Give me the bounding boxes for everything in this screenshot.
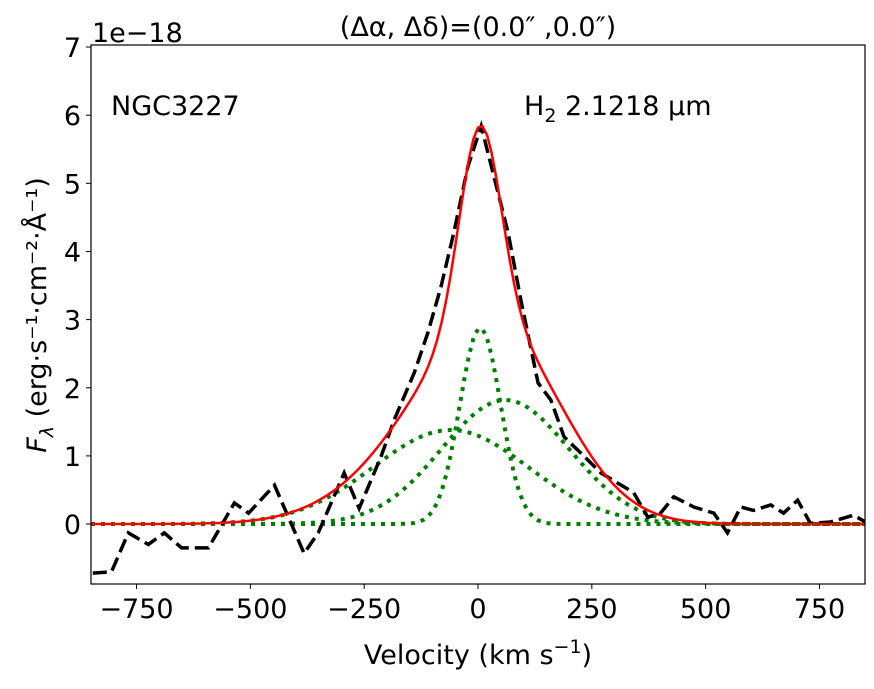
line-label-sub: 2 [544, 105, 556, 127]
y-tick-label: 7 [64, 33, 81, 64]
y-axis-label: Fλ (erg·s⁻¹·cm⁻²·Å⁻¹) [21, 177, 58, 452]
x-axis-label-sup: −1 [554, 636, 582, 658]
x-axis-label-end: ) [582, 640, 593, 671]
x-axis-label: Velocity (km s−1) [364, 636, 592, 671]
y-axis-label-symbol: F [22, 437, 53, 453]
y-axis-label-sub: λ [36, 426, 58, 438]
observed-spectrum-line [92, 119, 865, 575]
y-offset-label: 1e−18 [92, 18, 183, 49]
plot-frame [90, 44, 866, 585]
chart-title: (Δα, Δδ)=(0.0″ ,0.0″) [340, 12, 616, 43]
component-broad-red-line [91, 398, 865, 527]
line-label-rest: 2.1218 μm [556, 91, 711, 122]
x-axis-label-main: Velocity (km s [364, 640, 554, 671]
x-tick-label: 750 [794, 594, 846, 625]
y-tick-label: 0 [64, 510, 81, 541]
x-tick-label: 250 [566, 594, 618, 625]
y-axis-label-rest: (erg·s⁻¹·cm⁻²·Å⁻¹) [21, 177, 53, 426]
line-label: H2 2.1218 μm [524, 91, 712, 127]
x-tick-label: −500 [213, 594, 287, 625]
x-tick-label: −750 [99, 594, 173, 625]
x-tick-label: −250 [327, 594, 401, 625]
x-tick-label: 500 [680, 594, 732, 625]
component-narrow-line [91, 326, 865, 527]
y-tick-label: 4 [64, 237, 81, 268]
y-tick-label: 6 [64, 101, 81, 132]
object-label: NGC3227 [111, 91, 240, 122]
model-fit-line [91, 124, 865, 526]
y-tick-label: 1 [64, 442, 81, 473]
y-tick-label: 3 [64, 306, 81, 337]
x-tick-label: 0 [469, 594, 486, 625]
y-tick-label: 2 [64, 374, 81, 405]
y-tick-label: 5 [64, 169, 81, 200]
line-label-main: H [524, 91, 544, 122]
